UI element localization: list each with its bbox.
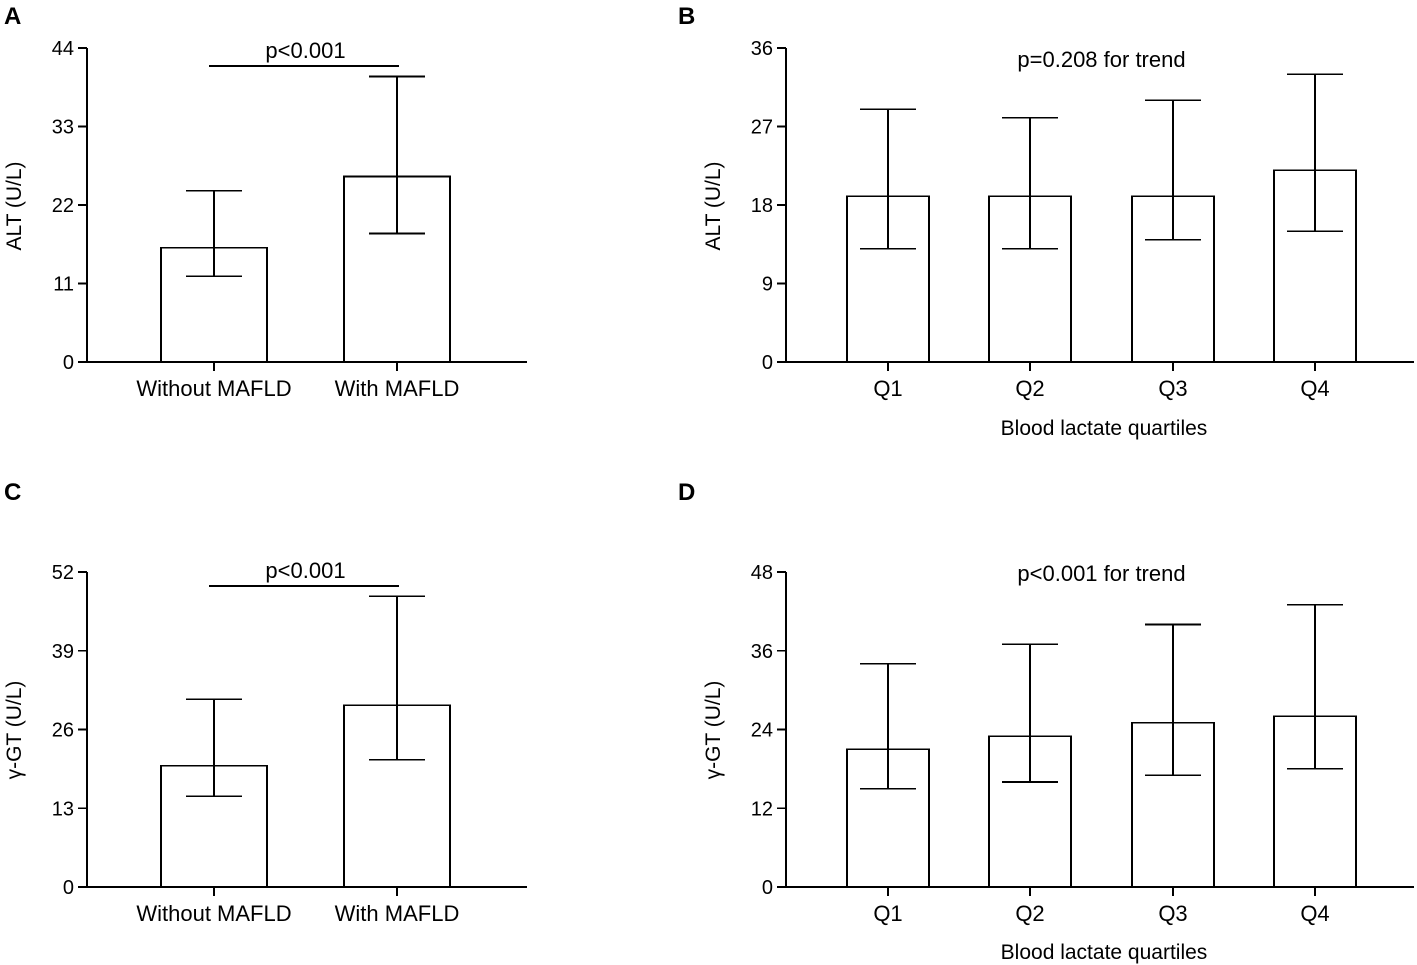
panel-a-ytick-label: 22: [52, 195, 74, 217]
panel-a-letter: A: [4, 3, 21, 30]
panel-d-category-label: Q2: [1015, 901, 1044, 926]
panel-b-category-label: Q2: [1015, 376, 1044, 401]
panel-c-ytick-label: 52: [52, 562, 74, 584]
panel-a-category-label: With MAFLD: [335, 376, 460, 401]
panel-c-ytick-label: 0: [63, 877, 74, 899]
panel-c: C γ-GT (U/L) 0 13 26 39 52 Without MAFLD With …: [3, 479, 527, 926]
panel-d-category-label: Q4: [1300, 901, 1329, 926]
panel-b-category-label: Q4: [1300, 376, 1329, 401]
panel-d-p-value: p<0.001 for trend: [1017, 561, 1185, 586]
panel-d-ytick-label: 0: [762, 877, 773, 899]
panel-b-ytick-label: 18: [751, 195, 773, 217]
panel-a-ytick-label: 11: [53, 274, 74, 296]
panel-d: D γ-GT (U/L) Blood lactate quartiles 0 12…: [678, 479, 1414, 964]
panel-a: A ALT (U/L) 0 11 22 33 44 Without MAFLD With M…: [3, 3, 527, 401]
panel-a-ytick-label: 33: [52, 117, 74, 139]
panel-a-plot: 0 11 22 33 44 Without MAFLD With MAFLD p<0.001: [52, 38, 527, 401]
panel-c-letter: C: [4, 479, 21, 506]
panel-b-ytick-label: 36: [751, 38, 773, 60]
panel-d-category-label: Q1: [873, 901, 902, 926]
panel-a-ylabel: ALT (U/L): [3, 161, 26, 250]
panel-c-ytick-label: 26: [52, 720, 74, 742]
panel-b-category-label: Q3: [1158, 376, 1187, 401]
panel-a-ytick-label: 0: [63, 352, 74, 374]
panel-b-ytick-label: 0: [762, 352, 773, 374]
panel-d-category-label: Q3: [1158, 901, 1187, 926]
panel-b-p-value: p=0.208 for trend: [1017, 47, 1185, 72]
panel-d-ytick-label: 12: [751, 798, 773, 820]
panel-d-plot: 0 12 24 36 48 Q1 Q2 Q3 Q4 p<0.001 for trend: [751, 561, 1414, 926]
panel-d-xlabel: Blood lactate quartiles: [1001, 941, 1208, 964]
panel-c-category-label: With MAFLD: [335, 901, 460, 926]
panel-c-category-label: Without MAFLD: [136, 901, 291, 926]
panel-c-p-value: p<0.001: [265, 558, 345, 583]
panel-b-ytick-label: 9: [762, 274, 773, 296]
panel-b-ytick-label: 27: [751, 117, 773, 139]
panel-b-xlabel: Blood lactate quartiles: [1001, 417, 1208, 440]
panel-c-plot: 0 13 26 39 52 Without MAFLD With MAFLD p<0.001: [52, 558, 527, 926]
panel-b-letter: B: [678, 3, 695, 30]
panel-d-ytick-label: 24: [751, 720, 773, 742]
panel-b-category-label: Q1: [873, 376, 902, 401]
panel-c-ylabel: γ-GT (U/L): [3, 681, 26, 780]
panel-a-category-label: Without MAFLD: [136, 376, 291, 401]
panel-d-ylabel: γ-GT (U/L): [702, 681, 725, 780]
panel-b: B ALT (U/L) Blood lactate quartiles 0 9 18…: [678, 3, 1414, 440]
figure: A ALT (U/L) 0 11 22 33 44 Without MAFLD With M…: [0, 0, 1417, 965]
panel-d-letter: D: [678, 479, 695, 506]
panel-a-ytick-label: 44: [52, 38, 74, 60]
panel-b-plot: 0 9 18 27 36 Q1 Q2 Q3 Q4 p=0.208 for trend: [751, 38, 1414, 401]
panel-d-ytick-label: 36: [751, 641, 773, 663]
panel-c-ytick-label: 13: [52, 798, 74, 820]
panel-b-ylabel: ALT (U/L): [702, 161, 725, 250]
panel-a-p-value: p<0.001: [265, 38, 345, 63]
panel-d-ytick-label: 48: [751, 562, 773, 584]
panel-c-ytick-label: 39: [52, 641, 74, 663]
